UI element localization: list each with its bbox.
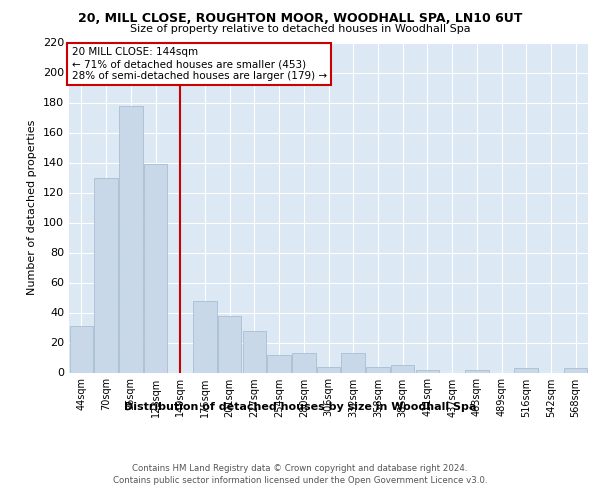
Bar [144,164,167,372]
Y-axis label: Number of detached properties: Number of detached properties [28,120,37,295]
Bar [70,326,93,372]
Bar [341,353,365,372]
Bar [242,330,266,372]
Text: Contains public sector information licensed under the Open Government Licence v3: Contains public sector information licen… [113,476,487,485]
Bar [465,370,488,372]
Text: Distribution of detached houses by size in Woodhall Spa: Distribution of detached houses by size … [124,402,476,412]
Bar [514,368,538,372]
Bar [416,370,439,372]
Bar [94,178,118,372]
Bar [193,300,217,372]
Bar [218,316,241,372]
Bar [366,366,389,372]
Text: Size of property relative to detached houses in Woodhall Spa: Size of property relative to detached ho… [130,24,470,34]
Bar [268,354,291,372]
Bar [292,353,316,372]
Bar [391,365,415,372]
Bar [564,368,587,372]
Text: 20 MILL CLOSE: 144sqm
← 71% of detached houses are smaller (453)
28% of semi-det: 20 MILL CLOSE: 144sqm ← 71% of detached … [71,48,327,80]
Bar [119,106,143,372]
Text: 20, MILL CLOSE, ROUGHTON MOOR, WOODHALL SPA, LN10 6UT: 20, MILL CLOSE, ROUGHTON MOOR, WOODHALL … [78,12,522,26]
Text: Contains HM Land Registry data © Crown copyright and database right 2024.: Contains HM Land Registry data © Crown c… [132,464,468,473]
Bar [317,366,340,372]
